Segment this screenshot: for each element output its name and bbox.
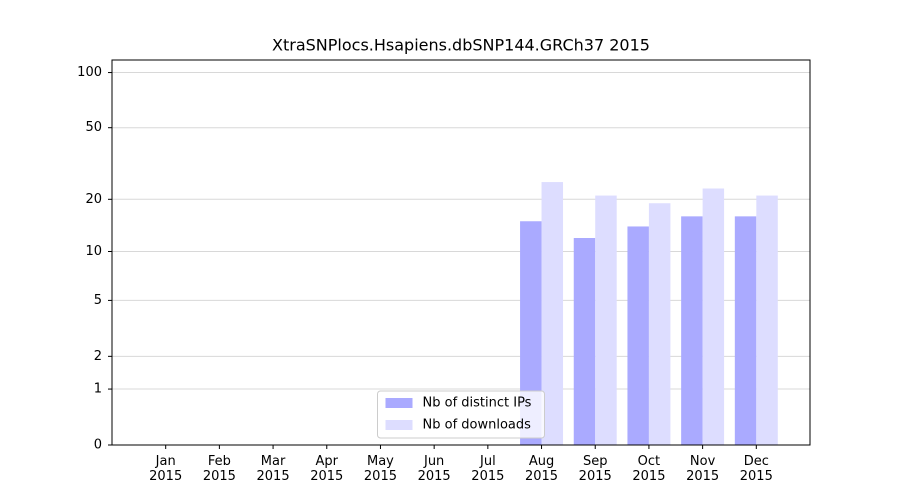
x-tick-label: Oct 2015 — [632, 454, 666, 484]
x-tick-label: Aug 2015 — [524, 454, 559, 484]
y-tick-label: 100 — [77, 65, 102, 80]
bar — [702, 188, 725, 445]
bar — [541, 182, 564, 445]
x-tick-label: May 2015 — [363, 454, 397, 484]
y-tick-label: 50 — [85, 120, 102, 135]
legend-swatch — [385, 420, 413, 430]
x-tick-label: Nov 2015 — [686, 454, 720, 484]
x-tick-label: Jun 2015 — [417, 454, 451, 484]
legend-swatch — [385, 398, 413, 408]
x-tick-label: Jul 2015 — [471, 454, 505, 484]
x-tick-label: Feb 2015 — [202, 454, 236, 484]
bar — [627, 226, 649, 445]
y-tick-label: 1 — [94, 382, 102, 397]
bar — [648, 203, 671, 445]
x-tick-label: Sep 2015 — [578, 454, 612, 484]
y-tick-label: 0 — [94, 438, 102, 453]
bar — [734, 216, 757, 445]
x-tick-label: Jan 2015 — [149, 454, 183, 484]
bar — [520, 221, 542, 445]
legend-box — [377, 390, 545, 439]
bar — [573, 238, 596, 445]
x-tick-label: Apr 2015 — [310, 454, 344, 484]
x-tick-label: Dec 2015 — [739, 454, 773, 484]
legend-label: Nb of downloads — [423, 418, 532, 433]
bar — [756, 195, 778, 445]
chart-title: XtraSNPlocs.Hsapiens.dbSNP144.GRCh37 201… — [272, 36, 650, 55]
y-tick-label: 20 — [85, 192, 102, 207]
bar — [595, 195, 617, 445]
y-tick-label: 5 — [94, 293, 102, 308]
y-tick-label: 10 — [85, 244, 102, 259]
legend: Nb of distinct IPs Nb of downloads — [377, 390, 545, 439]
y-tick-label: 2 — [94, 349, 102, 364]
x-tick-label: Mar 2015 — [256, 454, 290, 484]
legend-label: Nb of distinct IPs — [423, 396, 532, 411]
bar — [681, 216, 703, 445]
plot-frame — [111, 59, 811, 446]
